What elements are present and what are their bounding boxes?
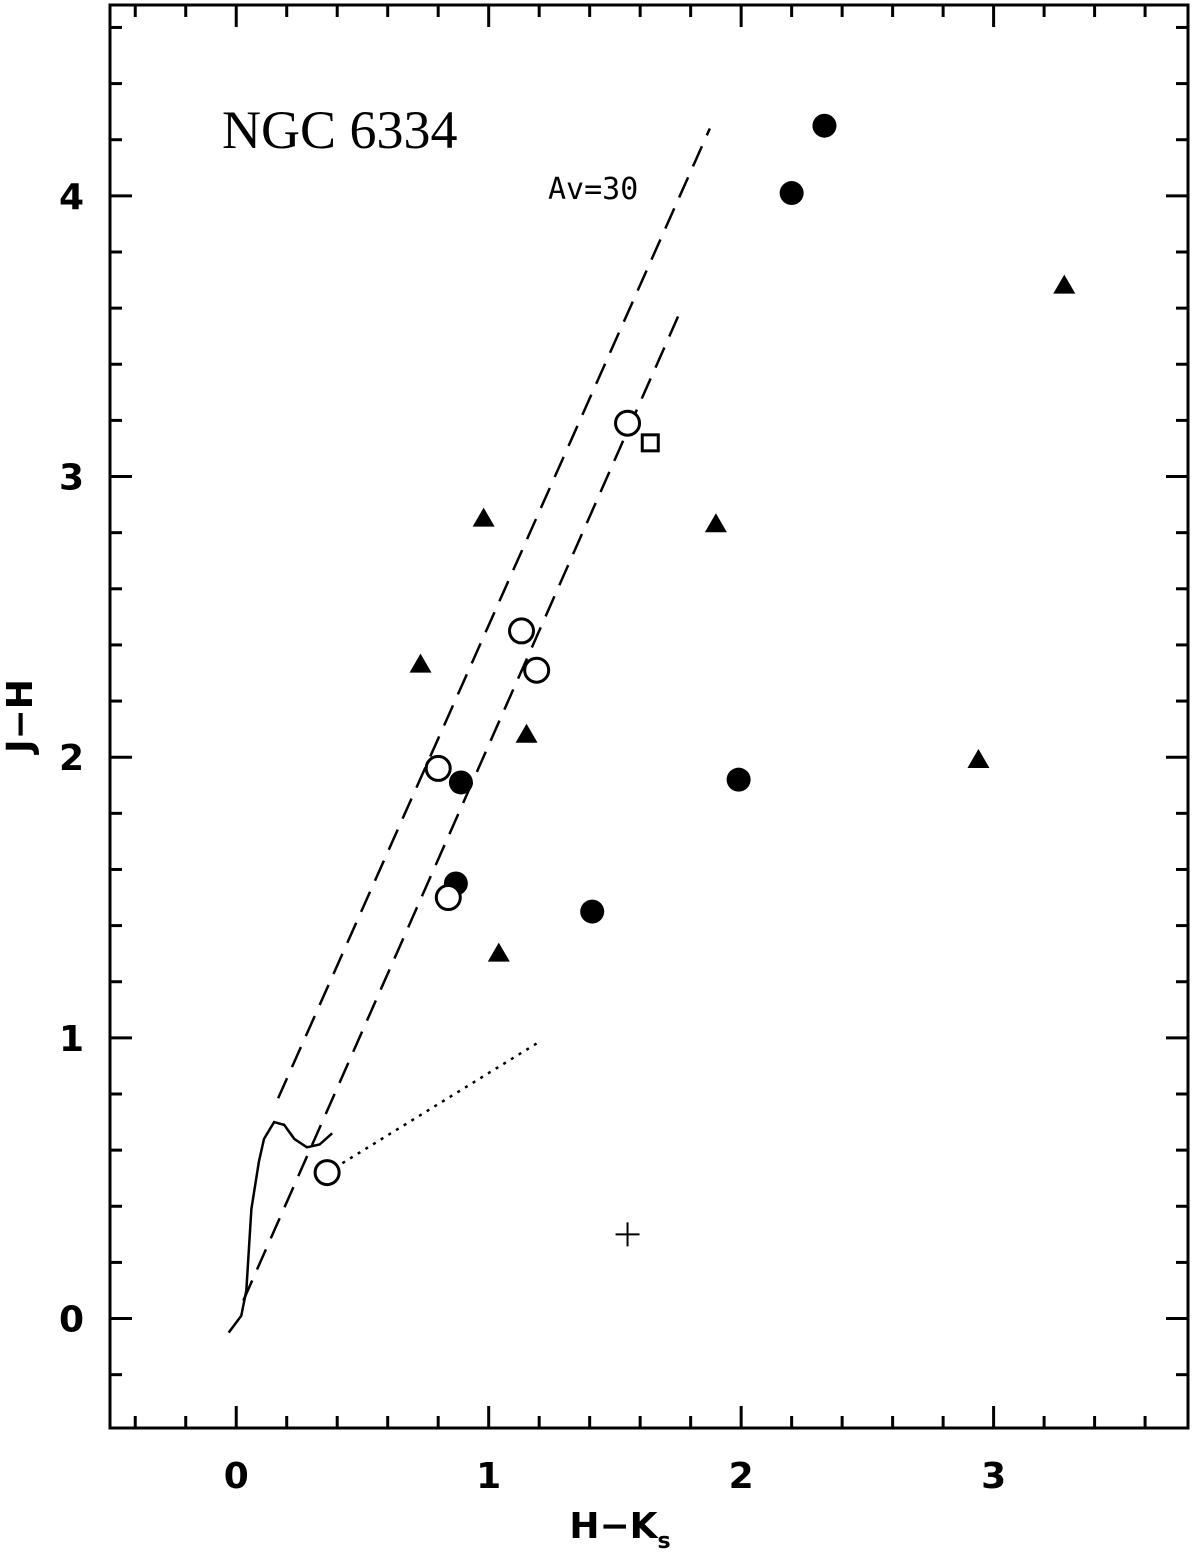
x-axis-label-subscript: s (658, 1529, 671, 1554)
y-tick-label: 3 (59, 458, 84, 499)
filled-circle (580, 899, 605, 924)
filled-circle (812, 113, 837, 138)
triangle (409, 653, 432, 673)
y-axis-label: J−H (0, 679, 41, 756)
curve (242, 316, 680, 1302)
annotation: Av=30 (548, 172, 638, 207)
x-tick-label: 0 (224, 1456, 249, 1497)
plus (615, 1222, 640, 1247)
plot-frame (108, 3, 1190, 1430)
curve (326, 1042, 538, 1174)
filled-circle (779, 181, 804, 206)
triangle (1053, 274, 1076, 294)
y-tick-label: 1 (59, 1019, 84, 1060)
curve (276, 127, 711, 1099)
x-axis-label: H−Ks (569, 1506, 670, 1554)
x-tick-label: 2 (729, 1456, 754, 1497)
filled-circle (448, 770, 473, 795)
triangle (967, 749, 990, 769)
open-circle (508, 617, 536, 645)
y-tick-label: 2 (59, 738, 84, 779)
x-axis-label-main: H−K (569, 1506, 658, 1547)
triangle (487, 942, 510, 962)
open-circle (523, 656, 551, 684)
x-tick-label: 3 (981, 1456, 1006, 1497)
y-tick-label: 0 (59, 1300, 84, 1341)
filled-circle (726, 767, 751, 792)
curve (227, 1120, 333, 1334)
triangle (515, 723, 538, 743)
x-tick-label: 1 (476, 1456, 501, 1497)
open-circle (434, 884, 462, 912)
open-circle (424, 754, 452, 782)
y-tick-label: 4 (59, 177, 84, 218)
open-circle (313, 1159, 341, 1187)
chart-title: NGC 6334 (222, 100, 458, 160)
triangle (472, 507, 495, 527)
open-square (640, 433, 660, 453)
triangle (704, 513, 727, 533)
open-circle (614, 409, 642, 437)
